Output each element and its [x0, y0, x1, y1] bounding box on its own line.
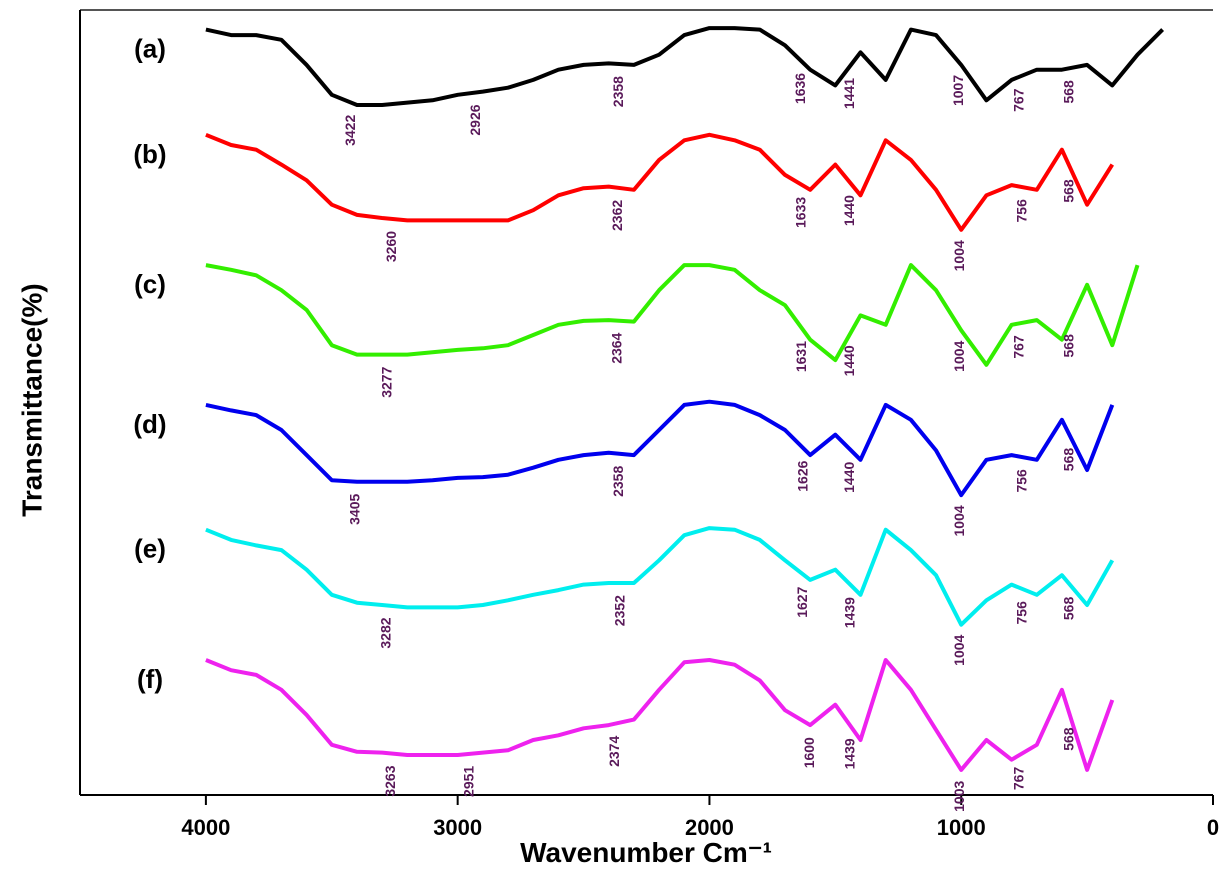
peak-label: 1004 — [951, 340, 967, 371]
spectrum-line — [205, 526, 1115, 627]
peak-label: 2364 — [609, 332, 625, 363]
peak-label: 767 — [1011, 767, 1027, 791]
peak-label: 568 — [1061, 334, 1077, 358]
peak-label: 3277 — [379, 366, 395, 397]
peak-label: 1633 — [793, 197, 809, 228]
peak-label: 3405 — [346, 494, 362, 525]
x-tick-label: 4000 — [181, 815, 230, 840]
peak-label: 2374 — [606, 736, 622, 767]
series-label: (c) — [134, 269, 166, 299]
peak-label: 1440 — [841, 345, 857, 376]
peak-label: 568 — [1061, 597, 1077, 621]
x-tick-label: 0 — [1207, 815, 1219, 840]
peak-label: 1440 — [841, 195, 857, 226]
peak-label: 568 — [1061, 80, 1077, 104]
series-label: (e) — [134, 534, 166, 564]
peak-label: 756 — [1013, 601, 1029, 625]
spectrum-line — [205, 658, 1115, 772]
series-label: (b) — [133, 139, 166, 169]
peak-label: 2358 — [610, 466, 626, 497]
spectrum-line — [205, 263, 1140, 367]
x-tick-label: 2000 — [685, 815, 734, 840]
peak-label: 2352 — [612, 595, 628, 626]
spectrum-line — [205, 26, 1165, 107]
spectrum-line — [205, 132, 1114, 232]
peak-label: 1003 — [951, 780, 967, 811]
peak-label: 568 — [1061, 448, 1077, 472]
peak-label: 1004 — [951, 505, 967, 536]
peak-label: 756 — [1013, 469, 1029, 493]
peak-label: 3282 — [377, 617, 393, 648]
peak-label: 568 — [1061, 727, 1077, 751]
y-axis-title: Transmittance(%) — [16, 283, 47, 516]
peak-label: 2926 — [467, 104, 483, 135]
peak-label: 2951 — [461, 766, 477, 797]
peak-label: 756 — [1013, 199, 1029, 223]
peak-label: 1004 — [951, 240, 967, 271]
peak-label: 3260 — [383, 231, 399, 262]
peak-label: 1439 — [841, 738, 857, 769]
peak-label: 1636 — [792, 73, 808, 104]
peak-label: 1631 — [793, 341, 809, 372]
spectrum-line — [205, 399, 1115, 498]
peak-label: 1439 — [841, 597, 857, 628]
peak-label: 1004 — [951, 634, 967, 665]
peak-label: 1007 — [950, 75, 966, 106]
peak-label: 767 — [1011, 88, 1027, 112]
peak-label: 2362 — [609, 200, 625, 231]
series-label: (a) — [134, 34, 166, 64]
peak-label: 1440 — [841, 462, 857, 493]
peak-label: 3422 — [342, 115, 358, 146]
x-axis-title: Wavenumber Cm⁻¹ — [520, 837, 772, 868]
peak-label: 3263 — [382, 765, 398, 796]
peak-label: 568 — [1061, 179, 1077, 203]
series-label: (d) — [133, 409, 166, 439]
peak-label: 2358 — [610, 76, 626, 107]
peak-label: 1626 — [794, 460, 810, 491]
x-tick-label: 1000 — [937, 815, 986, 840]
peak-label: 1600 — [801, 737, 817, 768]
series-label: (f) — [137, 664, 163, 694]
peak-label: 1627 — [794, 586, 810, 617]
x-tick-label: 3000 — [433, 815, 482, 840]
peak-label: 1441 — [841, 78, 857, 109]
peak-label: 767 — [1011, 335, 1027, 359]
